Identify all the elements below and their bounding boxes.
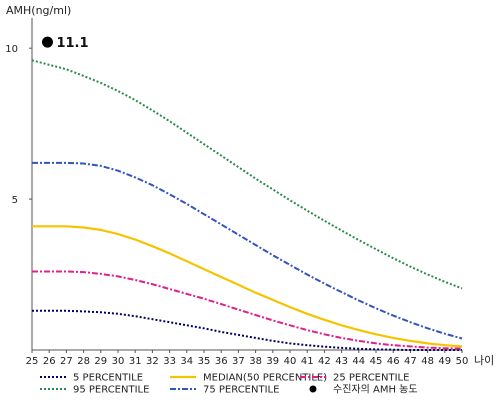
x-tick-label: 35 xyxy=(198,356,211,367)
x-tick-label: 36 xyxy=(215,356,228,367)
y-axis-label: AMH(ng/ml) xyxy=(6,4,71,17)
series-line-3 xyxy=(32,161,463,340)
series-line-2 xyxy=(32,225,463,348)
legend-point-label: 수진자의 AMH 농도 xyxy=(333,384,418,396)
x-tick-label: 27 xyxy=(60,356,73,367)
legend: 5 PERCENTILE MEDIAN(50 PERCENTILE) 25 PERC… xyxy=(40,373,418,396)
x-tick-label: 47 xyxy=(404,356,417,367)
x-tick-label: 44 xyxy=(352,356,365,367)
legend-label-4: 95 PERCENTILE xyxy=(73,385,149,396)
legend-label-3: 75 PERCENTILE xyxy=(203,385,279,396)
x-tick-label: 26 xyxy=(43,356,56,367)
x-tick-label: 45 xyxy=(370,356,383,367)
x-tick-label: 30 xyxy=(112,356,125,367)
x-tick-label: 41 xyxy=(301,356,314,367)
x-tick-label: 37 xyxy=(232,356,245,367)
x-tick-label: 32 xyxy=(146,356,159,367)
y-tick-label: 5 xyxy=(12,195,18,206)
y-tick-label: 10 xyxy=(5,44,18,55)
x-tick-label: 25 xyxy=(26,356,39,367)
legend-label-1: 25 PERCENTILE xyxy=(333,373,409,384)
patient-point-label: 11.1 xyxy=(56,36,88,51)
x-tick-label: 43 xyxy=(335,356,348,367)
x-tick-label: 40 xyxy=(284,356,297,367)
legend-point-marker xyxy=(309,385,317,393)
x-tick-label: 33 xyxy=(163,356,176,367)
x-tick-label: 46 xyxy=(387,356,400,367)
x-tick-label: 49 xyxy=(438,356,451,367)
axes xyxy=(31,18,462,351)
series-line-0 xyxy=(32,309,462,351)
x-tick-label: 29 xyxy=(94,356,107,367)
x-axis-label: 나이 xyxy=(474,354,494,367)
x-tick-label: 28 xyxy=(77,356,90,367)
legend-label-2: MEDIAN(50 PERCENTILE) xyxy=(203,373,327,384)
x-tick-label: 34 xyxy=(180,356,193,367)
x-tick-label: 48 xyxy=(421,356,434,367)
x-tick-label: 38 xyxy=(249,356,262,367)
x-tick-label: 42 xyxy=(318,356,331,367)
x-ticks: 25 26 27 28 29 30 31 32 33 34 35 36 37 38 39 40 41 42 43 44… xyxy=(26,350,469,367)
patient-point: 11.1 xyxy=(41,36,89,51)
patient-point-marker xyxy=(41,36,53,48)
series-line-1 xyxy=(32,270,463,350)
series-line-4 xyxy=(31,59,463,290)
x-tick-label: 50 xyxy=(456,356,469,367)
legend-label-0: 5 PERCENTILE xyxy=(73,373,143,384)
x-tick-label: 39 xyxy=(266,356,279,367)
x-tick-label: 31 xyxy=(129,356,142,367)
y-ticks: 5 10 xyxy=(5,44,32,206)
series-lines xyxy=(31,59,463,351)
